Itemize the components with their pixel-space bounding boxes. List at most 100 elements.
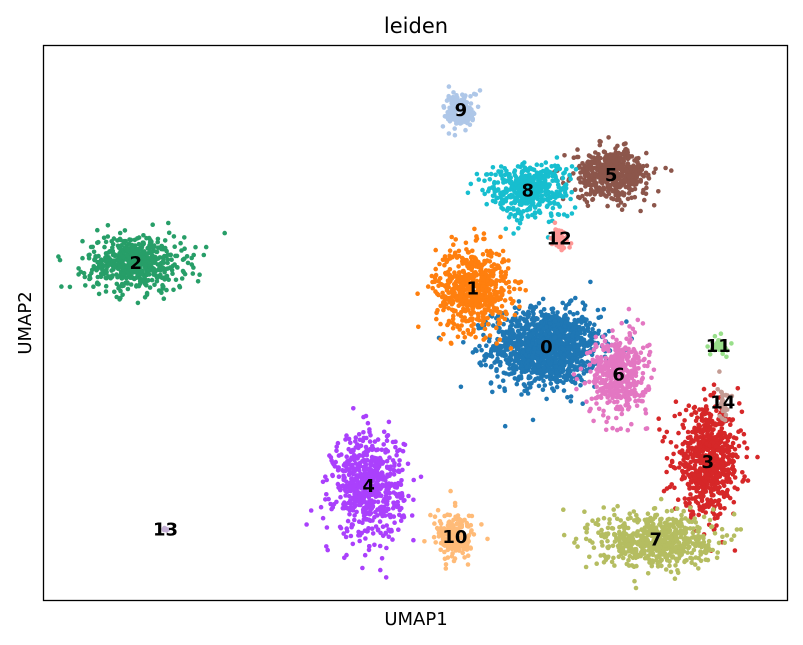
point-cluster-5 <box>626 155 631 161</box>
point-cluster-2 <box>91 284 96 290</box>
point-cluster-4 <box>362 509 367 514</box>
point-cluster-4 <box>377 519 383 524</box>
point-cluster-4 <box>344 526 350 531</box>
point-cluster-5 <box>618 182 623 188</box>
point-cluster-5 <box>637 168 642 174</box>
point-cluster-5 <box>617 156 622 162</box>
point-cluster-6 <box>594 379 599 384</box>
point-cluster-6 <box>601 408 606 414</box>
point-cluster-0 <box>579 335 584 341</box>
point-cluster-6 <box>625 427 631 433</box>
point-cluster-3 <box>709 459 715 464</box>
point-cluster-2 <box>96 239 101 245</box>
point-cluster-5 <box>605 203 610 209</box>
point-cluster-5 <box>653 166 658 172</box>
point-cluster-0 <box>529 361 535 367</box>
point-cluster-1 <box>449 276 455 281</box>
point-cluster-0 <box>536 301 542 306</box>
point-cluster-1 <box>480 287 485 293</box>
point-cluster-5 <box>582 197 588 202</box>
point-cluster-6 <box>602 338 608 344</box>
point-cluster-3 <box>661 488 667 494</box>
point-cluster-4 <box>350 508 356 513</box>
point-cluster-4 <box>344 433 349 438</box>
point-cluster-6 <box>619 411 625 417</box>
point-cluster-2 <box>117 245 123 251</box>
point-cluster-6 <box>622 379 628 384</box>
point-cluster-4 <box>364 504 369 509</box>
point-cluster-2 <box>142 262 148 268</box>
point-cluster-3 <box>716 432 721 437</box>
point-cluster-1 <box>478 266 484 271</box>
point-cluster-2 <box>119 276 124 281</box>
point-cluster-1 <box>449 307 455 313</box>
point-cluster-3 <box>698 494 703 500</box>
point-cluster-0 <box>565 347 571 352</box>
point-cluster-4 <box>347 486 352 492</box>
point-cluster-3 <box>719 426 725 431</box>
point-cluster-4 <box>363 480 369 485</box>
point-cluster-3 <box>714 462 719 468</box>
point-cluster-0 <box>567 310 573 315</box>
point-cluster-2 <box>111 264 117 270</box>
point-cluster-3 <box>730 440 736 446</box>
point-cluster-3 <box>703 404 709 409</box>
point-cluster-0 <box>478 362 484 368</box>
point-cluster-6 <box>594 395 600 401</box>
point-cluster-4 <box>362 459 367 465</box>
point-cluster-4 <box>376 492 382 498</box>
point-cluster-1 <box>501 278 506 284</box>
point-cluster-4 <box>368 461 374 466</box>
point-cluster-3 <box>719 439 724 445</box>
point-cluster-1 <box>480 270 486 275</box>
point-cluster-3 <box>679 448 685 453</box>
point-cluster-6 <box>606 361 612 367</box>
point-cluster-4 <box>336 453 342 458</box>
point-cluster-4 <box>342 555 347 561</box>
point-cluster-2 <box>156 267 161 273</box>
point-cluster-4 <box>367 427 372 432</box>
point-cluster-3 <box>687 464 693 470</box>
point-cluster-4 <box>347 458 353 463</box>
point-cluster-2 <box>150 222 155 227</box>
point-cluster-0 <box>547 370 553 375</box>
point-cluster-6 <box>605 415 611 421</box>
point-cluster-1 <box>456 264 461 269</box>
point-cluster-6 <box>624 391 629 396</box>
point-cluster-4 <box>387 495 392 501</box>
point-cluster-0 <box>537 339 542 345</box>
point-cluster-2 <box>95 281 101 287</box>
point-cluster-2 <box>148 237 153 243</box>
point-cluster-0 <box>541 361 547 366</box>
point-cluster-3 <box>712 516 718 521</box>
point-cluster-2 <box>144 290 150 296</box>
point-cluster-6 <box>633 350 638 355</box>
point-cluster-1 <box>483 335 488 341</box>
point-cluster-5 <box>562 153 567 158</box>
point-cluster-2 <box>153 273 159 278</box>
point-cluster-0 <box>496 329 502 335</box>
point-cluster-3 <box>671 451 676 457</box>
point-cluster-1 <box>452 251 458 257</box>
point-cluster-0 <box>554 384 560 390</box>
cluster-4-points <box>304 406 424 580</box>
point-cluster-2 <box>134 283 139 288</box>
point-cluster-4 <box>385 448 391 454</box>
point-cluster-7 <box>583 564 589 570</box>
point-cluster-0 <box>581 360 586 365</box>
point-cluster-3 <box>722 506 727 511</box>
point-cluster-0 <box>590 326 595 332</box>
point-cluster-2 <box>190 271 196 276</box>
point-cluster-4 <box>369 498 375 503</box>
point-cluster-5 <box>621 158 626 164</box>
point-cluster-1 <box>452 270 457 275</box>
point-cluster-1 <box>463 318 469 324</box>
point-cluster-1 <box>441 307 446 313</box>
point-cluster-4 <box>397 458 402 463</box>
point-cluster-0 <box>560 346 566 352</box>
point-cluster-2 <box>159 265 165 270</box>
point-cluster-1 <box>438 321 443 327</box>
point-cluster-4 <box>389 527 394 533</box>
point-cluster-5 <box>610 188 615 194</box>
